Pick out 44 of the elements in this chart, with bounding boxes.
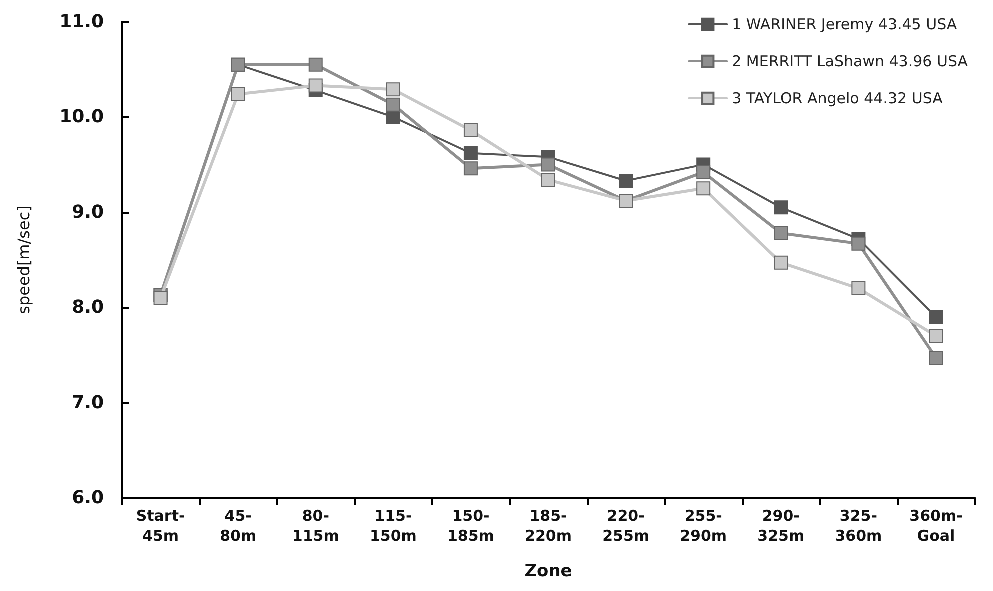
x-axis-title: Zone <box>524 562 572 582</box>
legend-label: 1 WARINER Jeremy 43.45 USA <box>732 16 958 34</box>
point <box>929 329 944 344</box>
y-tick-label: 10.0 <box>60 106 104 128</box>
point <box>308 78 323 93</box>
point <box>929 351 944 366</box>
point <box>542 158 556 172</box>
y-axis-title: speed[m/sec] <box>14 206 34 314</box>
y-tick-label: 7.0 <box>72 392 104 414</box>
y-tick-label: 9.0 <box>72 202 104 223</box>
x-tick-label: 80- 115m <box>292 507 340 545</box>
x-tick-label: 290- 325m <box>758 507 805 545</box>
x-tick-label: 360m- Goal <box>910 507 963 545</box>
x-tick-label: 45- 80m <box>220 507 257 545</box>
point <box>154 291 168 306</box>
y-tick-label: 6.0 <box>72 488 104 508</box>
point <box>774 256 788 270</box>
point <box>464 162 478 176</box>
point <box>464 146 478 160</box>
point <box>929 310 944 324</box>
x-tick-label: 220- 255m <box>602 507 650 545</box>
point <box>696 165 711 180</box>
legend-label: 2 MERRITT LaShawn 43.96 USA <box>732 52 969 70</box>
point <box>542 173 556 188</box>
point <box>619 174 634 188</box>
y-tick-label: 11.0 <box>60 12 104 32</box>
point <box>231 87 246 102</box>
point <box>696 182 711 196</box>
x-tick-label: 255- 290m <box>680 507 728 545</box>
point <box>774 226 788 240</box>
point <box>852 282 866 296</box>
point <box>852 236 866 251</box>
x-tick-label: 150- 185m <box>447 507 494 545</box>
x-tick-label: 185- 220m <box>525 507 572 545</box>
point <box>386 82 400 97</box>
point <box>386 98 400 112</box>
x-tick-label: Start- 45m <box>136 507 186 545</box>
x-tick-label: 325- 360m <box>835 507 882 545</box>
x-tick-label: 115- 150m <box>370 507 417 545</box>
y-tick-label: 8.0 <box>72 297 104 318</box>
point <box>774 200 788 215</box>
point <box>308 58 323 72</box>
point <box>464 124 478 138</box>
legend-label: 3 TAYLOR Angelo 44.32 USA <box>732 90 944 108</box>
